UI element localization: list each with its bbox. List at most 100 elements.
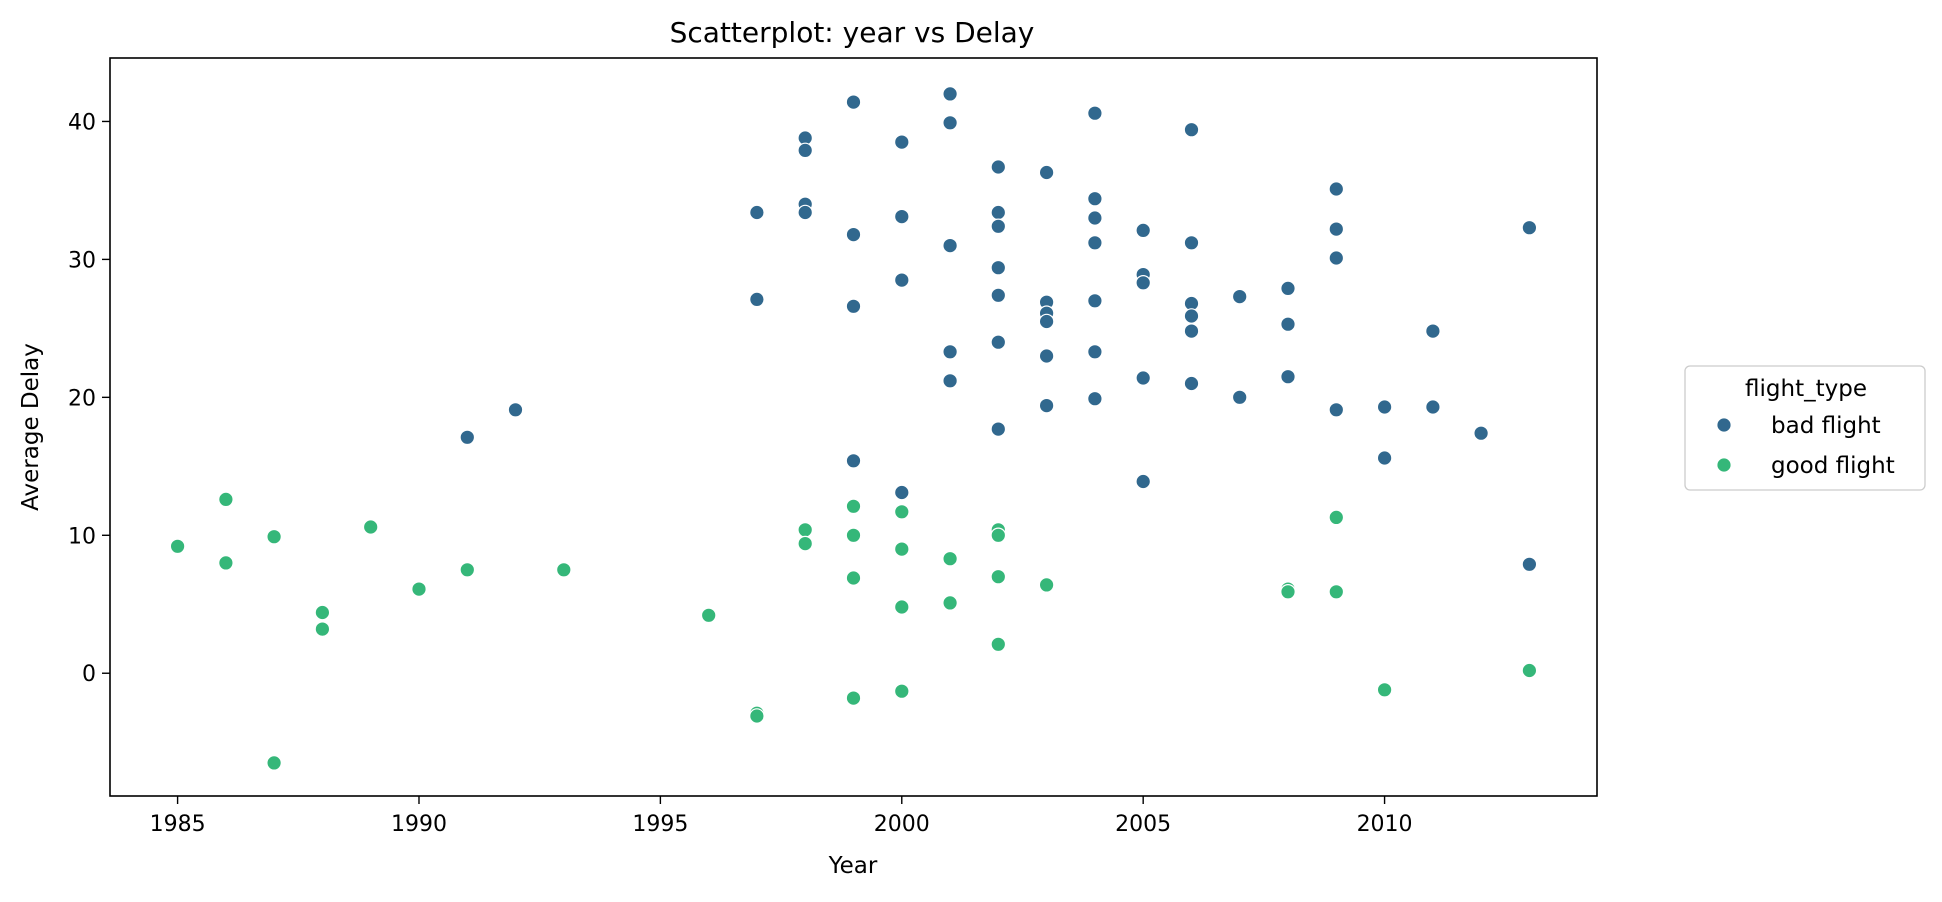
data-point (1328, 509, 1345, 526)
data-point (845, 298, 862, 315)
x-tick-label: 2005 (1115, 812, 1171, 837)
data-point (990, 259, 1007, 276)
y-axis: 0 10 20 30 40 (68, 110, 110, 687)
data-point (1521, 556, 1538, 573)
data-point (1376, 399, 1393, 415)
data-point (1038, 313, 1055, 330)
data-point (845, 452, 862, 469)
data-point (893, 272, 910, 288)
y-axis-label: Average Delay (18, 343, 44, 511)
x-tick-label: 1985 (150, 812, 206, 837)
plot-marks (169, 86, 1538, 771)
data-point (507, 401, 524, 418)
data-point (1135, 274, 1151, 291)
data-point (990, 334, 1007, 350)
data-point (990, 527, 1007, 544)
data-point (1328, 181, 1345, 197)
data-point (990, 287, 1007, 304)
data-point (990, 636, 1007, 653)
legend-entries: bad flight good flight (1716, 413, 1895, 479)
x-tick-label: 1995 (632, 812, 688, 837)
data-point (1425, 399, 1441, 415)
data-point (893, 599, 910, 615)
data-point (169, 538, 186, 555)
data-point (314, 621, 331, 637)
data-point (893, 134, 910, 150)
data-point (1328, 250, 1345, 266)
data-point (797, 204, 813, 221)
data-point (1425, 323, 1441, 339)
data-point (362, 519, 379, 535)
x-axis: 1985 1990 1995 2000 2005 2010 (150, 796, 1413, 837)
data-point (1521, 662, 1538, 679)
data-point (990, 204, 1007, 221)
data-point (1087, 105, 1103, 121)
data-point (1038, 397, 1055, 414)
data-point (411, 581, 427, 597)
data-point (1087, 343, 1103, 360)
data-point (266, 528, 282, 545)
data-point (218, 491, 234, 508)
data-point (942, 86, 958, 102)
chart-title: Scatterplot: year vs Delay (670, 16, 1035, 49)
x-axis-label: Year (828, 853, 878, 879)
series-0 (459, 86, 1538, 573)
legend-box (1684, 365, 1926, 491)
data-point (845, 690, 862, 706)
data-point (749, 708, 765, 724)
y-tick-label: 30 (68, 248, 96, 273)
data-point (1376, 681, 1393, 698)
data-point (893, 541, 910, 557)
legend: flight_type bad flight good flight (1684, 365, 1926, 491)
data-point (1038, 577, 1055, 593)
data-point (990, 218, 1007, 235)
data-point (1280, 316, 1296, 332)
data-point (1231, 389, 1248, 406)
y-tick-label: 10 (68, 524, 96, 549)
data-point (749, 291, 765, 308)
data-point (1328, 583, 1345, 600)
data-point (749, 204, 765, 221)
data-point (1280, 280, 1296, 297)
data-point (1280, 368, 1296, 385)
data-point (845, 226, 862, 243)
data-point (942, 550, 958, 567)
data-point (990, 568, 1007, 585)
data-point (797, 142, 813, 159)
data-point (1038, 164, 1055, 181)
x-tick-label: 2000 (874, 812, 930, 837)
legend-label: bad flight (1771, 413, 1881, 439)
data-point (845, 94, 862, 110)
y-tick-label: 0 (82, 662, 96, 687)
legend-label: good flight (1771, 453, 1895, 479)
data-point (1087, 292, 1103, 309)
data-point (797, 535, 813, 552)
data-point (1135, 370, 1151, 386)
data-point (893, 503, 910, 520)
legend-title: flight_type (1745, 376, 1867, 402)
data-point (797, 521, 813, 538)
data-point (893, 208, 910, 225)
data-point (845, 527, 862, 544)
data-point (700, 607, 717, 624)
data-point (893, 484, 910, 501)
data-point (990, 159, 1007, 175)
data-point (1087, 235, 1103, 251)
data-point (1038, 348, 1055, 364)
x-tick-label: 1990 (391, 812, 447, 837)
data-point (1280, 583, 1296, 600)
data-point (845, 498, 862, 515)
data-point (459, 429, 476, 446)
data-point (314, 604, 331, 621)
data-point (459, 561, 476, 578)
data-point (1521, 219, 1538, 236)
data-point (1183, 235, 1200, 251)
data-point (893, 683, 910, 699)
data-point (942, 343, 958, 360)
data-point (266, 755, 282, 771)
data-point (942, 237, 958, 254)
data-point (1183, 121, 1200, 138)
data-point (1231, 288, 1248, 305)
